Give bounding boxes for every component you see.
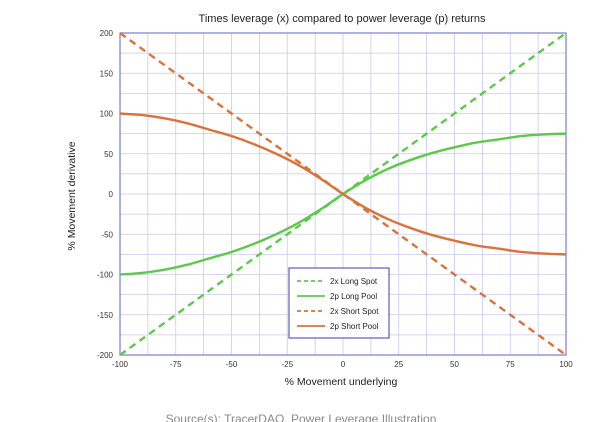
x-tick-label: -100 bbox=[112, 360, 129, 369]
x-tick-label: -25 bbox=[281, 360, 293, 369]
x-tick-label: -75 bbox=[170, 360, 182, 369]
x-tick-label: 0 bbox=[341, 360, 346, 369]
tick-labels: -100 -75 -50 -25 0 25 50 75 100 200 150 100 50 0 -50 -1… bbox=[97, 29, 573, 369]
chart-title: Times leverage (x) compared to power lev… bbox=[199, 13, 486, 25]
legend-label: 2x Short Spot bbox=[330, 307, 379, 316]
legend-label: 2p Short Pool bbox=[330, 322, 379, 331]
x-axis-label: % Movement underlying bbox=[285, 376, 398, 388]
y-tick-label: 50 bbox=[104, 150, 113, 159]
x-tick-label: 75 bbox=[506, 360, 515, 369]
y-axis-label: % Movement derivative bbox=[66, 141, 78, 250]
source-caption: Source(s): TracerDAO, Power Leverage Ill… bbox=[165, 412, 437, 422]
y-tick-label: -100 bbox=[97, 271, 114, 280]
x-tick-label: 25 bbox=[394, 360, 403, 369]
series-line-2p-short-pool bbox=[119, 112, 567, 256]
y-tick-label: 150 bbox=[100, 69, 114, 78]
x-tick-label: 100 bbox=[559, 360, 573, 369]
legend: 2x Long Spot 2p Long Pool 2x Short Spot 2p … bbox=[288, 267, 390, 339]
y-tick-label: -150 bbox=[97, 311, 114, 320]
series-lines bbox=[119, 32, 567, 356]
series-line-2x-short-spot bbox=[119, 32, 567, 356]
x-tick-label: -50 bbox=[226, 360, 238, 369]
y-tick-label: -50 bbox=[101, 230, 113, 239]
legend-label: 2p Long Pool bbox=[330, 292, 377, 301]
x-tick-label: 50 bbox=[450, 360, 459, 369]
y-tick-label: 100 bbox=[100, 110, 114, 119]
y-tick-label: 0 bbox=[109, 190, 114, 199]
y-tick-label: -200 bbox=[97, 351, 114, 360]
legend-label: 2x Long Spot bbox=[330, 277, 378, 286]
series-line-2x-long-spot bbox=[119, 32, 567, 356]
y-tick-label: 200 bbox=[100, 29, 114, 38]
plot-frame bbox=[119, 32, 567, 356]
